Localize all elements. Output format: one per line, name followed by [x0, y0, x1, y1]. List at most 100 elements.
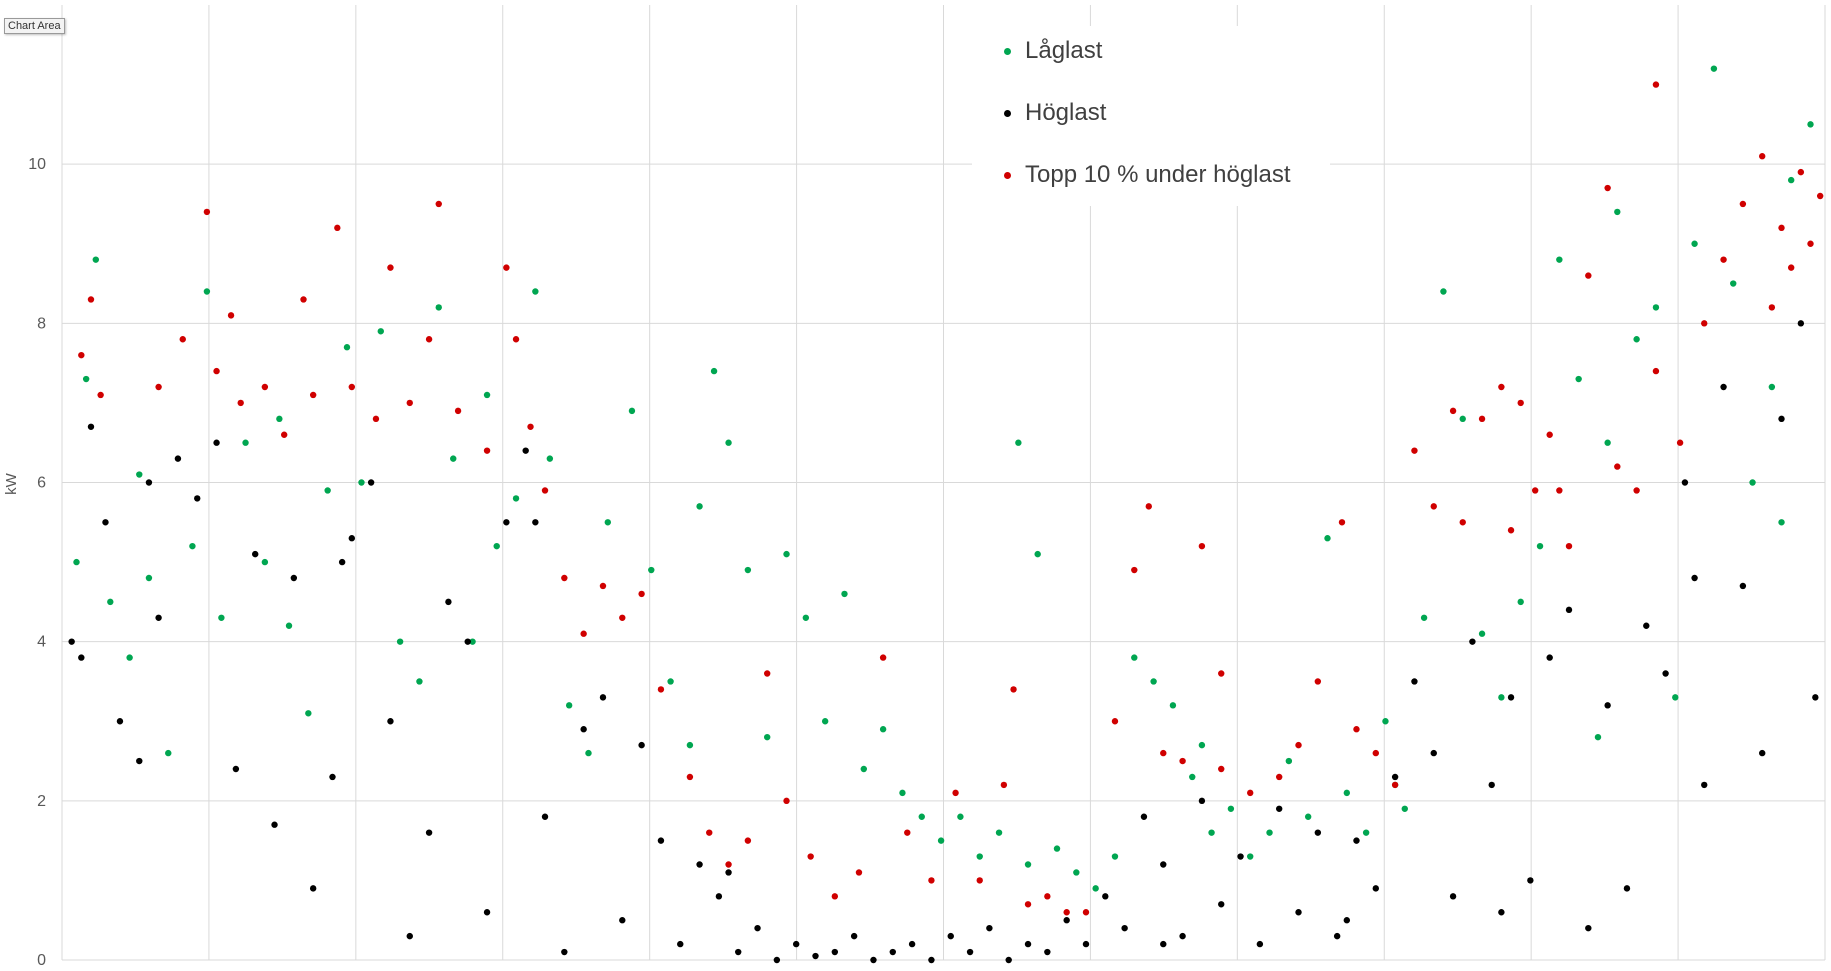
data-point — [425, 829, 433, 836]
data-point — [1024, 940, 1032, 948]
data-point — [1092, 885, 1099, 892]
data-point — [1044, 948, 1051, 956]
data-point — [1691, 574, 1698, 582]
data-point — [1527, 877, 1534, 884]
data-point — [329, 773, 336, 781]
data-point — [952, 789, 959, 797]
data-point — [1652, 304, 1660, 311]
data-point — [1024, 901, 1032, 908]
data-point — [1338, 519, 1346, 526]
data-point — [1546, 654, 1553, 661]
data-point — [425, 336, 433, 343]
data-point — [527, 423, 534, 430]
data-points — [68, 65, 1824, 964]
data-point — [145, 479, 153, 486]
data-point — [904, 829, 911, 836]
data-point — [1604, 439, 1611, 446]
data-point — [1082, 940, 1090, 948]
data-point — [469, 638, 476, 645]
data-point — [522, 447, 529, 454]
legend[interactable]: Låglast Höglast Topp 10 % under höglast — [972, 26, 1330, 206]
legend-marker-red — [1004, 171, 1011, 179]
data-point — [918, 813, 925, 820]
data-point — [338, 558, 346, 566]
data-point — [227, 312, 235, 319]
data-point — [1768, 383, 1776, 391]
data-point — [1710, 65, 1718, 72]
data-point — [1730, 280, 1737, 287]
data-point — [503, 264, 510, 271]
data-point — [532, 288, 539, 295]
legend-item-hoglast[interactable]: Höglast — [1004, 98, 1106, 128]
data-point — [599, 582, 607, 590]
legend-marker-green — [1004, 47, 1011, 55]
data-point — [1449, 893, 1457, 900]
data-point — [1179, 932, 1186, 940]
data-point — [512, 495, 520, 502]
data-point — [957, 813, 964, 820]
data-point — [1131, 654, 1138, 661]
data-point — [744, 837, 752, 844]
data-point — [252, 550, 259, 558]
data-point — [677, 940, 684, 948]
data-point — [87, 296, 95, 303]
data-point — [203, 288, 211, 295]
data-point — [725, 861, 732, 868]
y-tick-label: 4 — [37, 634, 46, 651]
data-point — [1275, 773, 1283, 781]
data-point — [850, 932, 858, 940]
data-point — [1237, 853, 1244, 860]
data-point — [1701, 320, 1708, 327]
data-point — [1131, 566, 1138, 574]
data-point — [126, 654, 133, 661]
data-point — [1662, 670, 1669, 677]
data-point — [1759, 749, 1766, 757]
data-point — [189, 542, 196, 550]
data-point — [309, 885, 317, 892]
data-point — [483, 447, 491, 454]
data-point — [416, 678, 423, 685]
data-point — [483, 909, 491, 916]
data-point — [145, 574, 153, 582]
data-point — [78, 654, 85, 661]
data-point — [1691, 240, 1698, 247]
data-point — [744, 566, 752, 574]
data-point — [155, 614, 162, 621]
data-point — [1739, 582, 1747, 590]
data-point — [1575, 375, 1582, 383]
data-point — [773, 956, 781, 964]
legend-item-topp[interactable]: Topp 10 % under höglast — [1004, 160, 1291, 190]
data-point — [908, 940, 916, 948]
data-point — [1275, 805, 1283, 812]
data-point — [1353, 837, 1360, 844]
data-point — [657, 837, 665, 844]
data-point — [78, 351, 85, 359]
legend-item-laglast[interactable]: Låglast — [1004, 36, 1102, 66]
data-point — [1787, 264, 1795, 271]
data-point — [503, 519, 510, 526]
data-point — [928, 877, 935, 884]
data-point — [1391, 773, 1399, 781]
data-point — [179, 336, 186, 343]
data-point — [136, 757, 143, 765]
series-Höglast — [68, 320, 1819, 964]
data-point — [82, 375, 90, 383]
data-point — [1585, 924, 1592, 932]
data-point — [261, 558, 269, 566]
data-point — [561, 948, 568, 956]
data-point — [1343, 917, 1351, 924]
data-point — [1063, 917, 1070, 924]
data-point — [1353, 726, 1360, 733]
data-point — [1247, 789, 1254, 797]
data-point — [1208, 829, 1215, 836]
data-point — [638, 741, 645, 749]
data-point — [1672, 694, 1679, 701]
data-point — [116, 718, 124, 725]
data-point — [218, 614, 225, 621]
data-point — [1531, 487, 1539, 494]
data-point — [454, 407, 462, 415]
data-point — [1507, 527, 1515, 534]
data-point — [87, 423, 95, 430]
data-point — [1797, 168, 1805, 176]
data-point — [1227, 805, 1235, 812]
